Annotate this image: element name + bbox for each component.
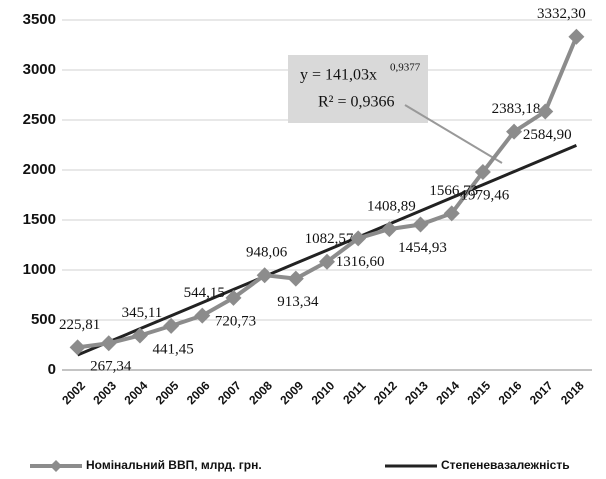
equation: y = 141,03x <box>300 67 377 84</box>
marker <box>537 103 554 120</box>
x-tick-label: 2011 <box>340 378 369 407</box>
data-label: 1408,89 <box>367 199 416 215</box>
x-tick-label: 2010 <box>309 378 338 407</box>
marker <box>100 335 117 352</box>
marker <box>350 230 367 247</box>
marker <box>568 28 585 45</box>
y-tick-label: 1000 <box>23 261 56 278</box>
data-label: 544,15 <box>184 285 225 301</box>
x-tick-label: 2014 <box>433 378 462 407</box>
y-tick-label: 3000 <box>23 61 56 78</box>
x-tick-label: 2018 <box>558 378 587 407</box>
equation-exponent: 0,9377 <box>390 62 421 74</box>
y-tick-label: 0 <box>48 361 56 378</box>
data-label: 1316,60 <box>336 254 385 270</box>
data-label: 441,45 <box>152 341 193 357</box>
data-label: 2584,90 <box>523 127 572 143</box>
data-label: 345,11 <box>122 305 163 321</box>
data-label: 267,34 <box>90 359 132 375</box>
x-tick-label: 2002 <box>59 378 88 407</box>
x-tick-label: 2017 <box>527 378 556 407</box>
x-tick-label: 2009 <box>277 378 306 407</box>
x-tick-label: 2004 <box>122 378 151 407</box>
marker <box>443 205 460 222</box>
x-tick-label: 2013 <box>402 378 431 407</box>
r-squared: R² = 0,9366 <box>318 94 395 111</box>
marker <box>256 267 273 284</box>
y-tick-label: 2000 <box>23 161 56 178</box>
trend-line <box>77 144 577 357</box>
annotation-arrow <box>404 104 503 164</box>
data-label: 225,81 <box>59 317 100 333</box>
data-label: 948,06 <box>246 245 288 261</box>
y-tick-label: 500 <box>31 311 56 328</box>
data-label: 1082,57 <box>305 231 354 247</box>
y-tick-label: 2500 <box>23 111 56 128</box>
x-tick-label: 2012 <box>371 378 400 407</box>
marker <box>287 270 304 287</box>
marker <box>225 289 242 306</box>
data-label: 2383,18 <box>492 101 541 117</box>
x-tick-label: 2016 <box>496 378 525 407</box>
marker <box>506 123 523 140</box>
marker <box>194 307 211 324</box>
x-tick-label: 2005 <box>153 378 182 407</box>
annotation-box <box>288 55 428 123</box>
marker <box>131 327 148 344</box>
x-tick-label: 2003 <box>90 378 119 407</box>
data-label: 1454,93 <box>398 240 447 256</box>
data-label: 1566,73 <box>429 183 478 199</box>
y-tick-label: 1500 <box>23 211 56 228</box>
x-tick-label: 2008 <box>246 378 275 407</box>
x-tick-label: 2006 <box>184 378 213 407</box>
data-label: 3332,30 <box>537 6 586 22</box>
marker <box>412 216 429 233</box>
marker <box>381 221 398 238</box>
data-label: 913,34 <box>277 294 319 310</box>
y-tick-label: 3500 <box>23 11 56 28</box>
data-label: 720,73 <box>215 313 256 329</box>
data-label: 1979,46 <box>461 187 510 203</box>
marker <box>163 317 180 334</box>
legend-label: Номінальний ВВП, млрд. грн. <box>86 458 262 472</box>
x-tick-label: 2015 <box>464 378 493 407</box>
marker <box>69 339 86 356</box>
legend-label: Степеневазалежність <box>441 458 570 472</box>
legend-marker <box>50 460 62 472</box>
x-tick-label: 2007 <box>215 378 244 407</box>
marker <box>474 164 491 181</box>
marker <box>319 253 335 270</box>
